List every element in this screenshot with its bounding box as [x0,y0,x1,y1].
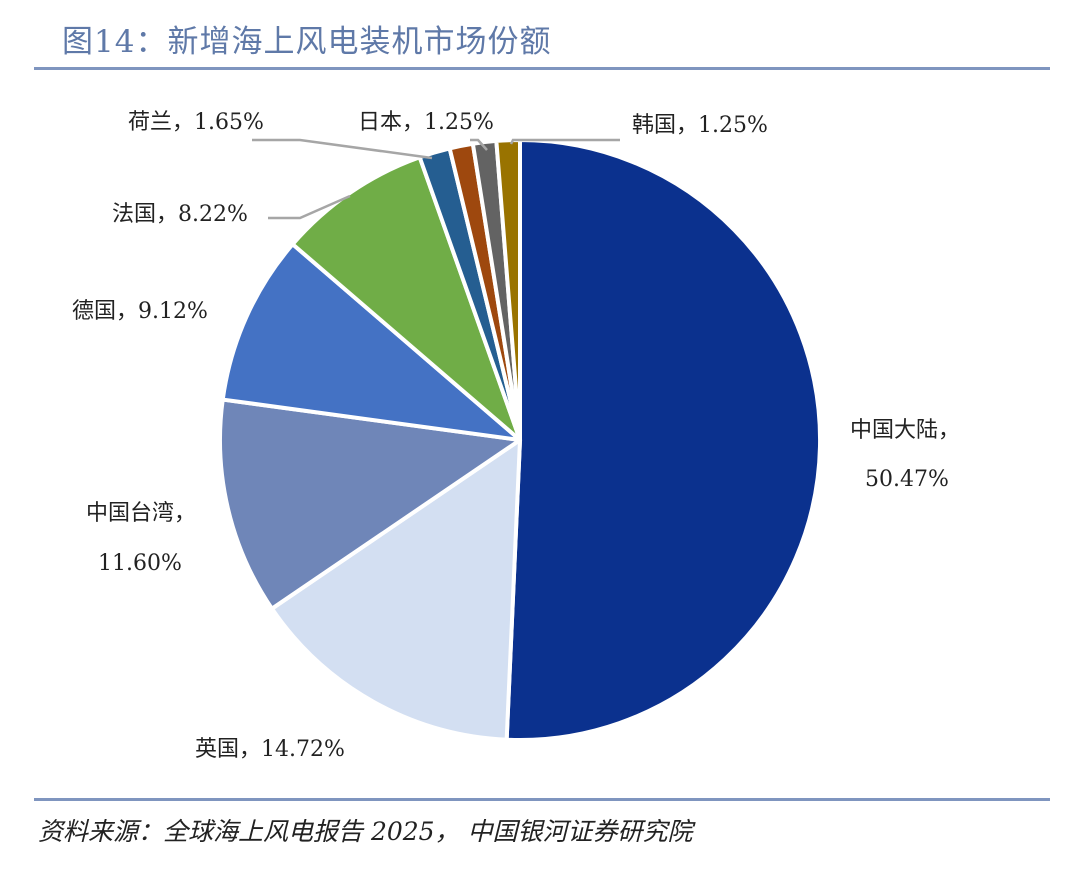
data-label-英国: 英国，14.72% [195,737,345,762]
pie-slice-中国台湾 [218,397,522,611]
data-label-法国: 法国，8.22% [112,202,248,227]
pie-slice-德国 [220,242,522,442]
title-divider [34,67,1050,70]
leader-line-荷兰 [252,138,433,160]
data-label-中国大陆-value: 50.47% [865,467,949,492]
data-label-中国台湾-value: 11.60% [98,551,182,576]
data-label-韩国: 韩国，1.25% [632,113,768,138]
leader-line-法国 [268,194,351,220]
pie-slice-法国 [290,155,522,442]
leader-line-韩国 [509,138,620,145]
data-label-德国: 德国，9.12% [72,299,208,324]
pie-slice-中国大陆 [504,138,823,742]
source-note: 资料来源：全球海上风电报告 2025， 中国银河证券研究院 [38,817,693,846]
data-label-中国大陆-name: 中国大陆， [850,418,960,443]
data-label-荷兰: 荷兰，1.65% [128,110,264,135]
data-label-中国台湾-name: 中国台湾， [86,501,196,526]
chart-title: 图14：新增海上风电装机市场份额 [62,24,552,60]
footer-divider [34,798,1050,801]
pie-slice-英国 [269,438,522,742]
data-label-日本: 日本，1.25% [358,110,494,135]
pie-chart: 中国大陆， 50.47% 英国，14.72% 中国台湾， 11.60% 德国，9.12% 法… [72,110,960,762]
leader-line-日本 [470,138,488,151]
